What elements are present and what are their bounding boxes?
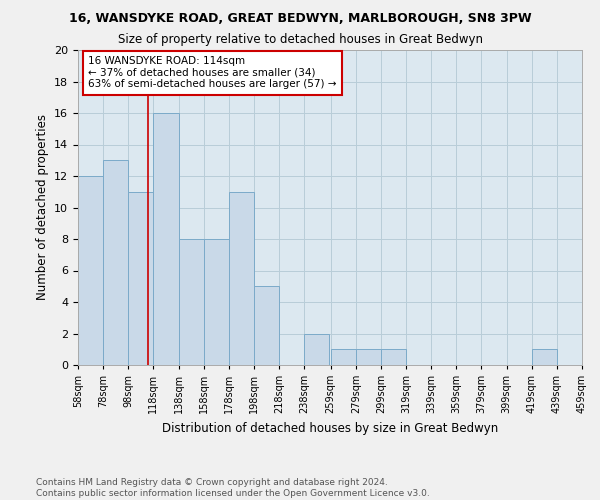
Bar bbox=[532, 349, 557, 365]
Bar bbox=[304, 334, 329, 365]
Y-axis label: Number of detached properties: Number of detached properties bbox=[35, 114, 49, 300]
Bar bbox=[381, 349, 406, 365]
Text: Size of property relative to detached houses in Great Bedwyn: Size of property relative to detached ho… bbox=[118, 32, 482, 46]
Bar bbox=[179, 239, 203, 365]
Bar bbox=[254, 286, 279, 365]
Bar bbox=[331, 349, 356, 365]
Bar bbox=[154, 113, 179, 365]
Bar bbox=[356, 349, 381, 365]
Text: 16 WANSDYKE ROAD: 114sqm
← 37% of detached houses are smaller (34)
63% of semi-d: 16 WANSDYKE ROAD: 114sqm ← 37% of detach… bbox=[88, 56, 337, 90]
X-axis label: Distribution of detached houses by size in Great Bedwyn: Distribution of detached houses by size … bbox=[162, 422, 498, 434]
Bar bbox=[78, 176, 103, 365]
Bar bbox=[229, 192, 254, 365]
Bar bbox=[128, 192, 154, 365]
Text: Contains HM Land Registry data © Crown copyright and database right 2024.
Contai: Contains HM Land Registry data © Crown c… bbox=[36, 478, 430, 498]
Bar bbox=[203, 239, 229, 365]
Text: 16, WANSDYKE ROAD, GREAT BEDWYN, MARLBOROUGH, SN8 3PW: 16, WANSDYKE ROAD, GREAT BEDWYN, MARLBOR… bbox=[68, 12, 532, 26]
Bar bbox=[103, 160, 128, 365]
